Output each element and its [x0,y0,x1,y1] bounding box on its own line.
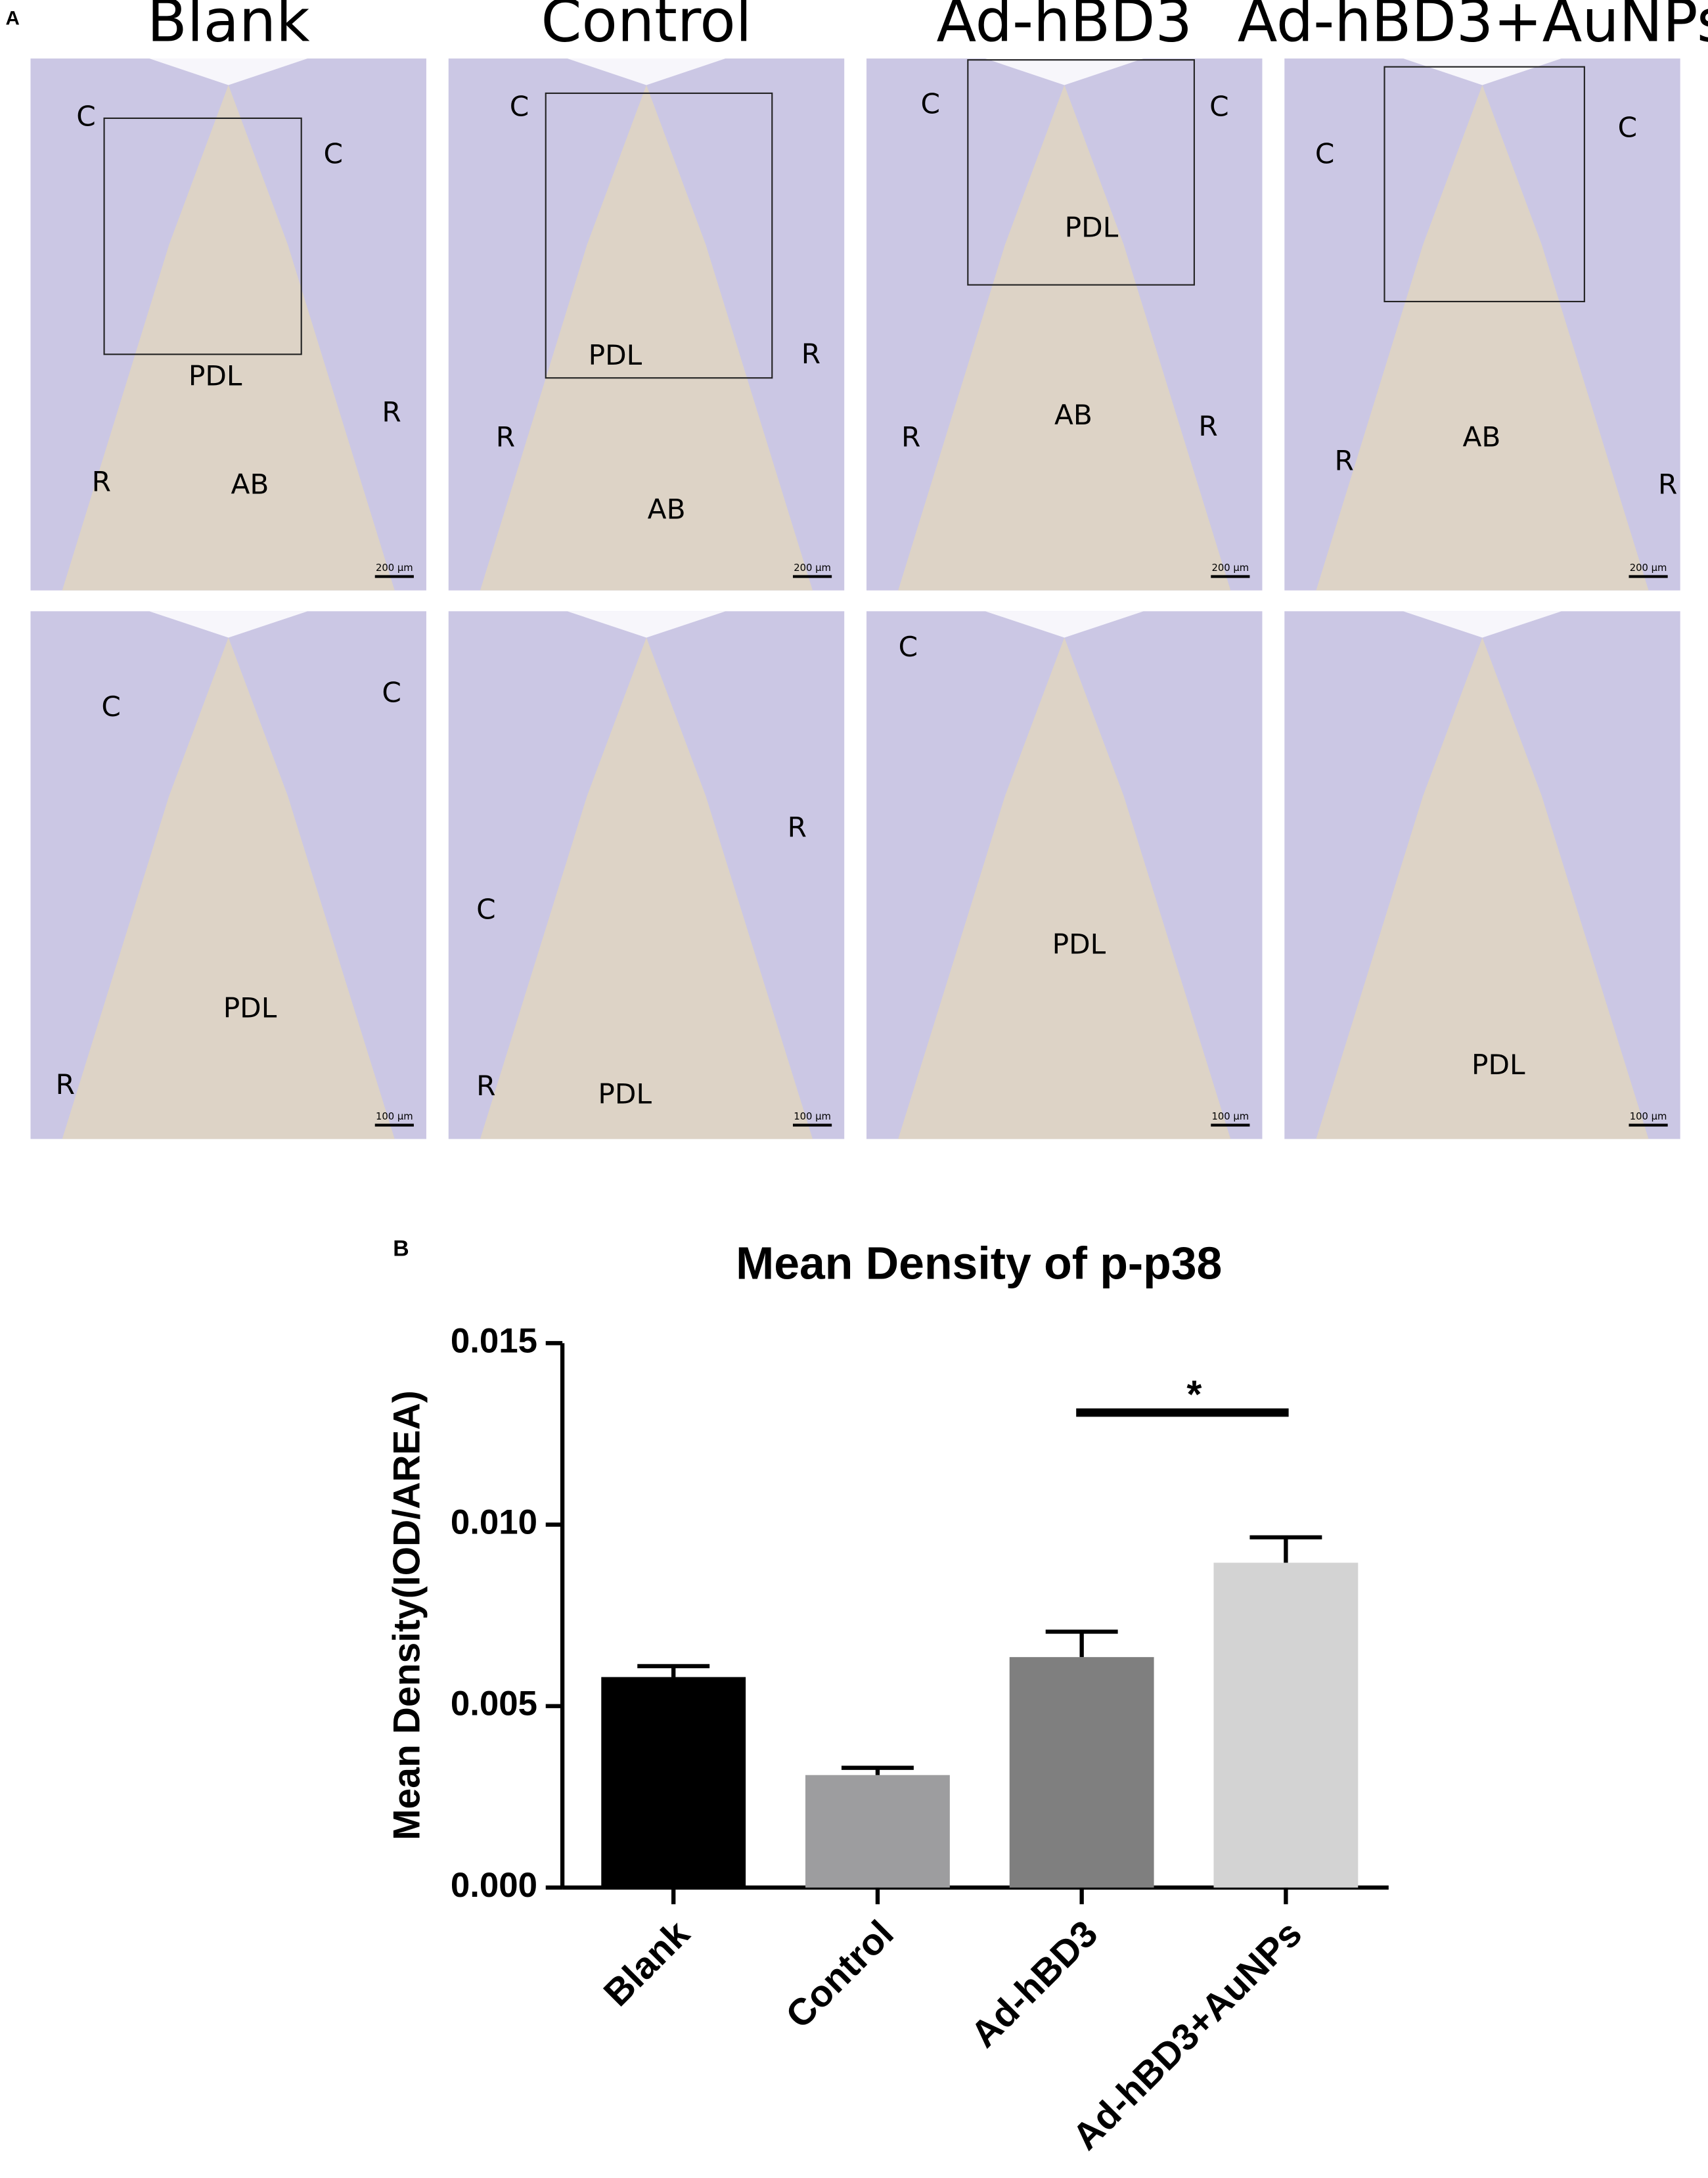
lumen [1403,611,1562,638]
tissue-label: PDL [1472,1049,1525,1081]
bar [1213,1562,1359,1888]
tissue-label: C [1209,91,1229,123]
lumen [149,611,308,638]
tissue-label: R [901,421,920,453]
bar [805,1775,950,1888]
lumen [985,58,1144,85]
x-tick-label: Ad-hBD3 [963,1913,1106,2056]
tissue-label: PDL [1052,928,1106,960]
scale-bar-label: 200 μm [1211,562,1249,574]
y-tick-label: 0.005 [451,1685,537,1723]
column-title: Blank [147,0,310,55]
tissue-label: R [1198,410,1217,442]
tissue-label: PDL [589,339,642,371]
tissue-label: AB [231,468,269,501]
panel-label: B [393,1236,409,1261]
tissue-label: C [510,91,529,123]
lumen [1403,58,1562,85]
tissue-label: R [801,338,820,370]
tissue-label: R [476,1070,495,1102]
lumen [567,58,726,85]
inset-box [1383,66,1585,303]
tissue-label: C [382,677,401,709]
tissue [62,637,395,1139]
tissue [1316,85,1649,591]
column-title: Ad-hBD3 [936,0,1192,55]
y-tick-label: 0.000 [451,1866,537,1905]
tissue [62,85,395,591]
x-tick-label: Control [778,1913,902,2037]
scale-bar-label: 200 μm [376,562,413,574]
tissue-label: C [76,100,96,132]
bar [1009,1657,1154,1888]
tissue-label: AB [648,493,686,526]
scale-bar-label: 200 μm [794,562,831,574]
tissue-label: C [476,893,496,925]
tissue-label: PDL [598,1078,652,1110]
tissue [898,85,1231,591]
inset-box [103,117,302,355]
tissue-label: R [1334,445,1353,477]
tissue [1316,637,1649,1139]
tissue-label: C [899,631,918,663]
scale-bar-label: 100 μm [1211,1111,1249,1122]
tissue-label: C [1315,138,1335,170]
tissue [480,85,813,591]
tissue-label: C [921,87,941,120]
panel-label: A [5,8,19,30]
y-tick-label: 0.015 [451,1321,537,1360]
inset-box [967,59,1195,286]
tissue-label: PDL [189,360,242,392]
tissue-label: C [101,691,121,723]
tissue-label: R [382,396,401,428]
chart-title: Mean Density of p-p38 [736,1237,1222,1288]
y-axis-label: Mean Density(IOD/AREA) [386,1390,428,1840]
tissue-label: R [56,1068,75,1100]
tissue-label: AB [1054,399,1092,431]
bar [601,1677,746,1888]
column-title: Control [541,0,752,55]
y-tick-label: 0.010 [451,1503,537,1541]
tissue [480,637,813,1139]
significance-label: * [1186,1372,1202,1416]
scale-bar-label: 100 μm [1630,1111,1667,1122]
tissue-label: C [1618,111,1638,143]
lumen [985,611,1144,638]
tissue-label: C [324,138,344,170]
scale-bar-label: 100 μm [794,1111,831,1122]
tissue-label: AB [1462,421,1500,453]
lumen [149,58,308,85]
tissue-label: R [92,465,111,497]
scale-bar-label: 200 μm [1630,562,1667,574]
tissue-label: R [788,811,807,844]
tissue-label: PDL [1065,212,1119,244]
tissue [898,637,1231,1139]
column-title: Ad-hBD3+AuNPs [1238,0,1708,55]
scale-bar-label: 100 μm [376,1111,413,1122]
tissue-label: R [1658,468,1677,501]
lumen [567,611,726,638]
tissue-label: R [496,421,515,453]
inset-box [545,92,773,379]
tissue-label: PDL [223,992,277,1024]
x-tick-label: Blank [596,1913,698,2014]
x-tick-label: Ad-hBD3+AuNPs [1064,1913,1310,2158]
